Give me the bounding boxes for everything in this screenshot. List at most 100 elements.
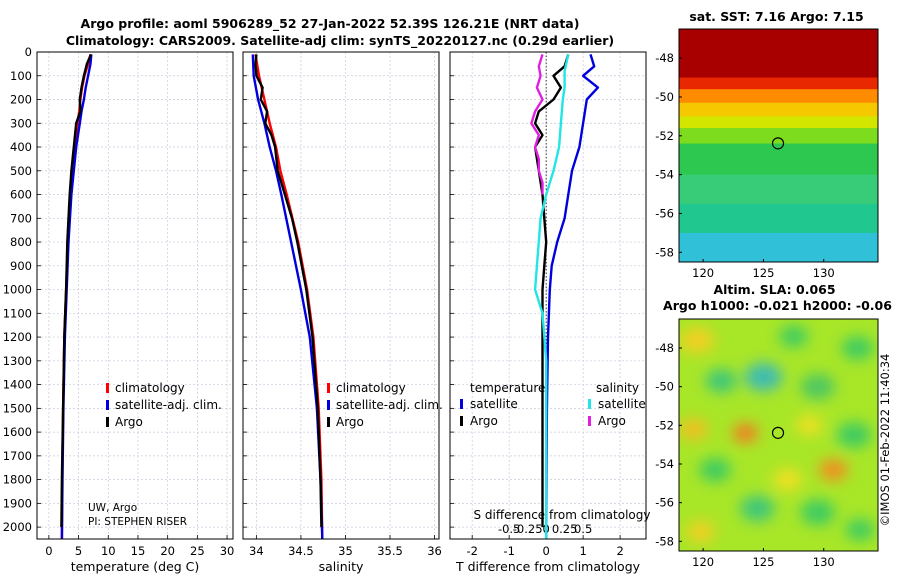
- y-tick-label: 2000: [3, 520, 32, 534]
- legend-label: satellite-adj. clim.: [115, 398, 222, 412]
- sla-blob: [841, 336, 874, 360]
- credit-line-2: PI: STEPHEN RISER: [88, 516, 187, 528]
- sla-blob: [705, 368, 738, 393]
- sla-blob: [836, 421, 872, 449]
- y-tick-label: 600: [10, 188, 32, 202]
- sst-band: [679, 116, 878, 130]
- y-tick-label: 0: [25, 45, 32, 59]
- x-tick-label: 125: [752, 266, 774, 280]
- legend-label: satellite: [470, 397, 518, 411]
- y-tick-label: 500: [10, 164, 32, 178]
- x-tick-label: 35: [338, 544, 353, 558]
- legend-swatch: [106, 400, 109, 410]
- y-tick-label: 400: [10, 140, 32, 154]
- x-axis-label: salinity: [319, 559, 364, 574]
- series-line-s-argo: [530, 54, 544, 195]
- x-tick-label: 10: [101, 544, 116, 558]
- legend-title-salinity: salinity: [596, 381, 639, 395]
- y-tick-label: 1200: [3, 330, 32, 344]
- axes-frame: [242, 51, 440, 540]
- sla-blob: [740, 495, 775, 522]
- y-tick-label: -54: [655, 168, 674, 182]
- map-title: sat. SST: 7.16 Argo: 7.15: [689, 9, 863, 24]
- map-body: [679, 319, 878, 551]
- sla-blob: [679, 327, 715, 354]
- y-tick-label: 700: [10, 211, 32, 225]
- y-tick-label: -58: [655, 534, 674, 548]
- x-tick-label: 30: [220, 544, 235, 558]
- sst-band: [679, 77, 878, 91]
- sla-blob: [796, 415, 823, 436]
- legend-swatch: [460, 399, 463, 409]
- y-tick-label: 1000: [3, 283, 32, 297]
- sla-blob: [686, 520, 716, 543]
- x-tick-label: 125: [752, 555, 774, 569]
- series-line-argo: [60, 53, 93, 528]
- legend-swatch: [327, 383, 330, 393]
- sst-band: [679, 174, 878, 205]
- series-line-s-satellite: [533, 54, 570, 539]
- y-tick-label: -48: [655, 51, 674, 65]
- axes-frame: [449, 51, 647, 540]
- sla-map-panel: 120 125 130 -48 -50 -52 -54 -56 -58 Altim. SLA: 0…: [655, 282, 892, 569]
- x-tick-label: 130: [813, 555, 835, 569]
- x-tick-label: 2: [616, 544, 623, 558]
- y-tick-label: 1900: [3, 496, 32, 510]
- legend-label: Argo: [598, 414, 626, 428]
- x-tick-label: 5: [75, 544, 82, 558]
- y-tick-label: 1100: [3, 306, 32, 320]
- legend-swatch: [460, 416, 463, 426]
- top-x-axis-label: S difference from climatology: [474, 508, 651, 522]
- legend-swatch: [588, 416, 591, 426]
- legend-label: Argo: [115, 415, 143, 429]
- legend-label: satellite: [598, 397, 646, 411]
- x-tick-label: -1: [503, 544, 514, 558]
- x-tick-label: 130: [813, 266, 835, 280]
- sst-band: [679, 89, 878, 104]
- axes-frame: [36, 51, 234, 540]
- y-tick-label: -56: [655, 206, 674, 220]
- y-tick-label: 200: [10, 93, 32, 107]
- x-tick-label: -2: [466, 544, 477, 558]
- top-x-tick-label: -0.25: [513, 522, 543, 536]
- top-x-tick-label: 0.5: [574, 522, 592, 536]
- sla-blob: [773, 468, 803, 491]
- sla-blob: [679, 418, 708, 441]
- x-tick-label: 120: [692, 266, 714, 280]
- map-title: Altim. SLA: 0.065: [713, 282, 835, 297]
- sst-band: [679, 29, 878, 79]
- argo-position-marker: [771, 426, 785, 439]
- credit-line-1: UW, Argo: [88, 502, 137, 514]
- imos-timestamp: ©IMOS 01-Feb-2022 11:40:34: [878, 354, 892, 527]
- y-tick-label: 1400: [3, 378, 32, 392]
- legend-swatch: [327, 400, 330, 410]
- difference-panel: -2 -1 0 1 2-0.5-0.25 0 0.250.5S difference fro…: [449, 51, 651, 574]
- series-line-satellite-adj-clim-: [251, 54, 324, 540]
- legend-swatch: [327, 417, 330, 427]
- y-tick-label: 1600: [3, 425, 32, 439]
- legend-label: climatology: [115, 381, 185, 395]
- salinity-panel: 34 34.5 35 35.5 36 salinity climatology satelli…: [242, 51, 443, 574]
- map-body: [679, 29, 878, 262]
- top-x-tick-label: 0.25: [552, 522, 578, 536]
- y-tick-label: -56: [655, 496, 674, 510]
- x-tick-label: 34: [249, 544, 264, 558]
- legend-label: Argo: [336, 415, 364, 429]
- y-tick-label: -58: [655, 245, 674, 259]
- sla-blob: [800, 499, 836, 526]
- sst-band: [679, 203, 878, 234]
- sst-band: [679, 102, 878, 118]
- legend-swatch: [106, 383, 109, 393]
- x-tick-label: 34.5: [288, 544, 314, 558]
- y-tick-label: 1500: [3, 401, 32, 415]
- title-line-1: Argo profile: aoml 5906289_52 27-Jan-202…: [81, 16, 580, 32]
- top-x-tick-label: -0.5: [498, 522, 520, 536]
- y-tick-label: 100: [10, 69, 32, 83]
- y-tick-label: -52: [655, 418, 674, 432]
- map-subtitle: Argo h1000: -0.021 h2000: -0.06: [663, 298, 892, 313]
- map-frame: [678, 28, 879, 263]
- y-tick-label: -54: [655, 457, 674, 471]
- legend-swatch: [106, 417, 109, 427]
- x-tick-label: 0: [45, 544, 52, 558]
- legend-swatch: [588, 399, 591, 409]
